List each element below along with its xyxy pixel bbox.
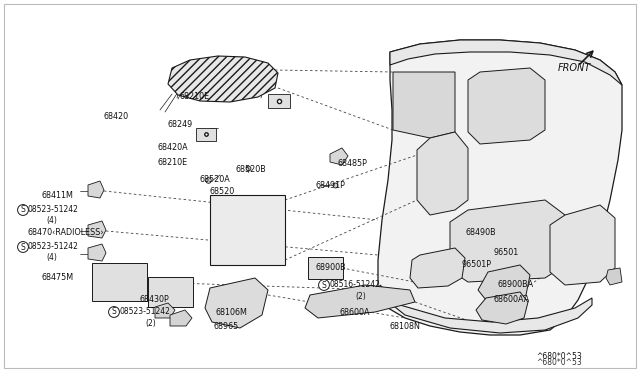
Bar bbox=[268, 94, 290, 108]
Polygon shape bbox=[380, 285, 592, 333]
Text: (4): (4) bbox=[46, 216, 57, 225]
Text: 68520A: 68520A bbox=[200, 175, 231, 184]
Text: ^680*0^53: ^680*0^53 bbox=[536, 352, 582, 361]
Text: 68490B: 68490B bbox=[466, 228, 497, 237]
Polygon shape bbox=[476, 292, 528, 324]
Text: 08516-51242: 08516-51242 bbox=[330, 280, 381, 289]
Polygon shape bbox=[378, 40, 622, 335]
Text: 68485P: 68485P bbox=[337, 159, 367, 168]
Text: 68520: 68520 bbox=[210, 187, 236, 196]
Bar bbox=[148, 277, 193, 307]
Text: 68491P: 68491P bbox=[316, 181, 346, 190]
Polygon shape bbox=[606, 268, 622, 285]
Text: (2): (2) bbox=[355, 292, 365, 301]
Polygon shape bbox=[88, 181, 104, 198]
Text: S: S bbox=[20, 205, 26, 215]
Text: (2): (2) bbox=[145, 319, 156, 328]
Text: 68210E: 68210E bbox=[158, 158, 188, 167]
Text: 68420: 68420 bbox=[103, 112, 128, 121]
Bar bbox=[92, 263, 147, 301]
Polygon shape bbox=[170, 310, 192, 326]
Polygon shape bbox=[210, 195, 285, 265]
Bar bbox=[196, 128, 216, 141]
Text: 68249: 68249 bbox=[168, 120, 193, 129]
Polygon shape bbox=[478, 265, 530, 302]
Polygon shape bbox=[417, 132, 468, 215]
Text: 08523-51242: 08523-51242 bbox=[120, 307, 171, 316]
Text: 96501P: 96501P bbox=[461, 260, 491, 269]
Text: 08523-51242: 08523-51242 bbox=[28, 242, 79, 251]
Polygon shape bbox=[468, 68, 545, 144]
Polygon shape bbox=[88, 244, 106, 261]
Text: 68600A: 68600A bbox=[340, 308, 371, 317]
Polygon shape bbox=[155, 303, 175, 318]
Polygon shape bbox=[450, 200, 565, 282]
Text: 68420A: 68420A bbox=[158, 143, 189, 152]
Polygon shape bbox=[88, 221, 106, 238]
Text: S: S bbox=[20, 243, 26, 251]
Text: 68210E: 68210E bbox=[179, 92, 209, 101]
Polygon shape bbox=[410, 248, 465, 288]
Text: 68520B: 68520B bbox=[236, 165, 267, 174]
Text: 68475M: 68475M bbox=[42, 273, 74, 282]
Bar bbox=[308, 257, 343, 279]
Text: ^680*0^53: ^680*0^53 bbox=[536, 358, 582, 367]
Text: 68600AA: 68600AA bbox=[494, 295, 531, 304]
Text: 68411M: 68411M bbox=[42, 191, 74, 200]
Text: 08523-51242: 08523-51242 bbox=[28, 205, 79, 214]
Text: S: S bbox=[322, 280, 326, 289]
Text: S: S bbox=[111, 308, 116, 317]
Polygon shape bbox=[330, 148, 348, 165]
Text: 68470‹RADIOLESS›: 68470‹RADIOLESS› bbox=[28, 228, 104, 237]
Text: 68108N: 68108N bbox=[390, 322, 421, 331]
Polygon shape bbox=[168, 56, 278, 102]
Polygon shape bbox=[205, 278, 268, 328]
Polygon shape bbox=[305, 285, 415, 318]
Text: 96501: 96501 bbox=[494, 248, 519, 257]
Polygon shape bbox=[550, 205, 615, 285]
Text: FRONT: FRONT bbox=[558, 63, 591, 73]
Polygon shape bbox=[393, 72, 455, 138]
Text: 68900BA: 68900BA bbox=[498, 280, 534, 289]
Polygon shape bbox=[390, 40, 622, 85]
Text: 68430P: 68430P bbox=[140, 295, 170, 304]
Text: (4): (4) bbox=[46, 253, 57, 262]
Text: 68965: 68965 bbox=[213, 322, 238, 331]
Text: 68106M: 68106M bbox=[216, 308, 248, 317]
Text: 68900B: 68900B bbox=[315, 263, 346, 272]
